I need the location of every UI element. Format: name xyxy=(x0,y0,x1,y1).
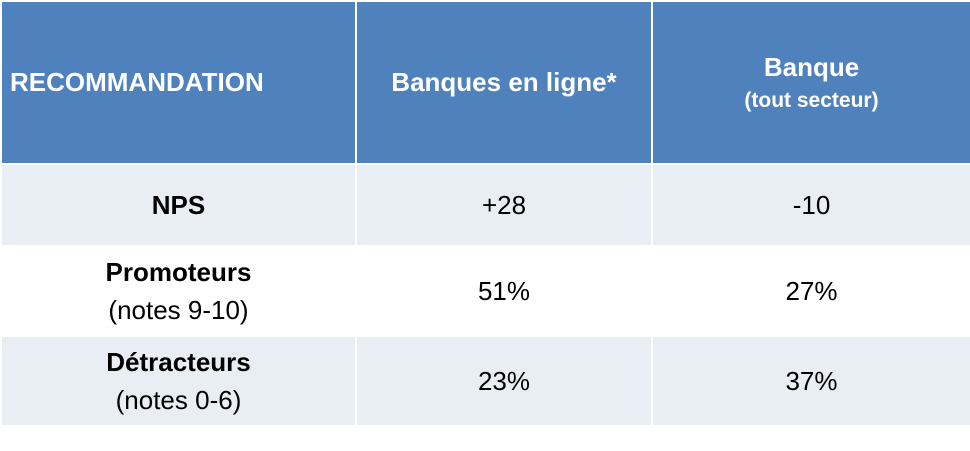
bank-value-cell: -10 xyxy=(651,163,970,247)
online-value-cell: 51% xyxy=(355,245,653,337)
row-sublabel: (notes 0-6) xyxy=(115,385,242,415)
header-banque-title: Banque xyxy=(763,52,860,82)
header-banque-subtitle: (tout secteur) xyxy=(744,89,879,112)
header-banque: Banque (tout secteur) xyxy=(651,0,970,165)
row-label-cell: Promoteurs (notes 9-10) xyxy=(0,245,357,337)
table-header-row: RECOMMANDATION Banques en ligne* Banque … xyxy=(0,0,970,165)
table-row: NPS +28 -10 xyxy=(0,163,970,247)
recommendation-table: RECOMMANDATION Banques en ligne* Banque … xyxy=(0,0,970,427)
row-label: NPS xyxy=(151,190,206,220)
header-recommandation: RECOMMANDATION xyxy=(0,0,357,165)
table-row: Détracteurs (notes 0-6) 23% 37% xyxy=(0,335,970,427)
row-sublabel: (notes 9-10) xyxy=(108,295,249,325)
online-value-cell: 23% xyxy=(355,335,653,427)
row-label: Détracteurs xyxy=(106,347,251,377)
header-banques-en-ligne: Banques en ligne* xyxy=(355,0,653,165)
bank-value-cell: 37% xyxy=(651,335,970,427)
row-label: Promoteurs xyxy=(105,257,252,287)
table-row: Promoteurs (notes 9-10) 51% 27% xyxy=(0,245,970,337)
row-label-cell: NPS xyxy=(0,163,357,247)
bank-value-cell: 27% xyxy=(651,245,970,337)
row-label-cell: Détracteurs (notes 0-6) xyxy=(0,335,357,427)
online-value-cell: +28 xyxy=(355,163,653,247)
